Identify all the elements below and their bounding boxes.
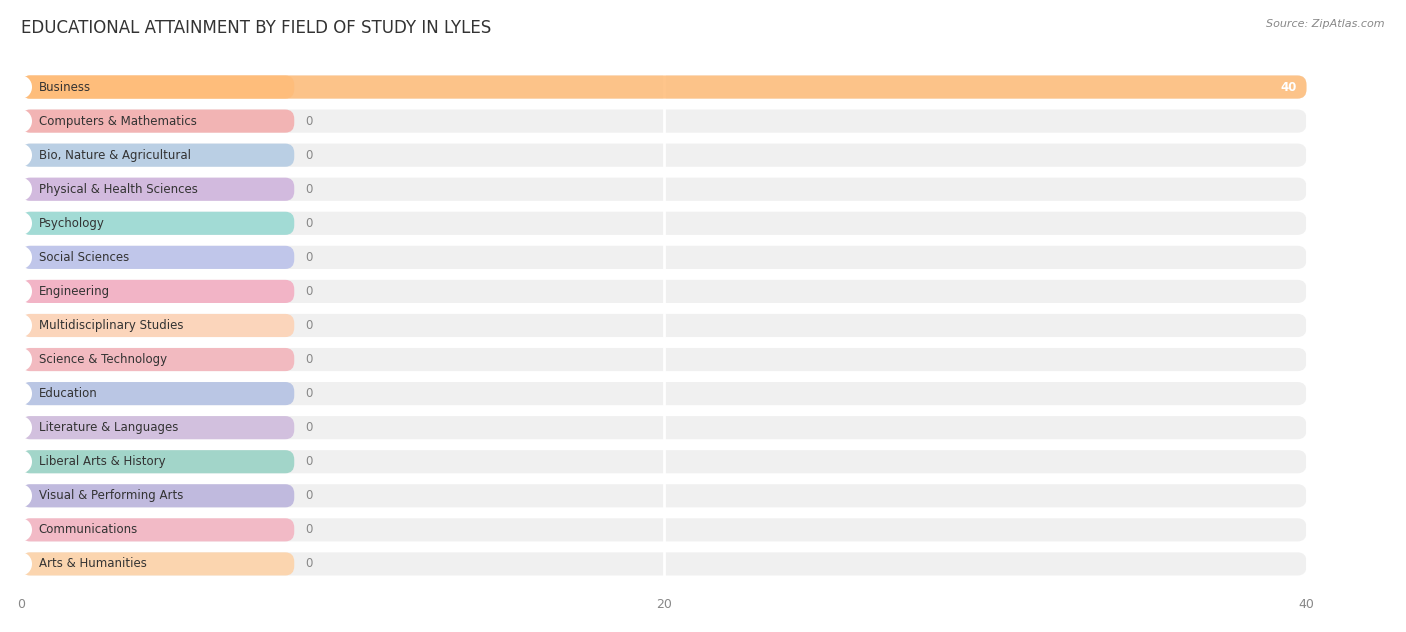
Text: 0: 0 <box>305 489 314 502</box>
FancyBboxPatch shape <box>21 484 294 507</box>
Text: 0: 0 <box>305 251 314 264</box>
FancyBboxPatch shape <box>21 280 294 303</box>
FancyBboxPatch shape <box>21 416 294 439</box>
FancyBboxPatch shape <box>21 314 294 337</box>
FancyBboxPatch shape <box>21 518 294 542</box>
Text: Arts & Humanities: Arts & Humanities <box>39 557 146 571</box>
Circle shape <box>10 178 32 201</box>
FancyBboxPatch shape <box>21 178 294 201</box>
Text: Social Sciences: Social Sciences <box>39 251 129 264</box>
Circle shape <box>10 450 32 473</box>
Text: 0: 0 <box>305 455 314 468</box>
Circle shape <box>10 484 32 507</box>
FancyBboxPatch shape <box>21 75 294 99</box>
FancyBboxPatch shape <box>21 143 294 167</box>
FancyBboxPatch shape <box>21 348 1306 371</box>
FancyBboxPatch shape <box>21 552 1306 576</box>
FancyBboxPatch shape <box>21 280 1306 303</box>
FancyBboxPatch shape <box>21 450 294 473</box>
FancyBboxPatch shape <box>21 484 1306 507</box>
FancyBboxPatch shape <box>21 348 294 371</box>
Text: Physical & Health Sciences: Physical & Health Sciences <box>39 183 198 196</box>
Text: Business: Business <box>39 80 91 94</box>
Text: 0: 0 <box>305 387 314 400</box>
FancyBboxPatch shape <box>21 314 1306 337</box>
Text: Source: ZipAtlas.com: Source: ZipAtlas.com <box>1267 19 1385 29</box>
Text: Multidisciplinary Studies: Multidisciplinary Studies <box>39 319 183 332</box>
Circle shape <box>10 143 32 167</box>
Text: Psychology: Psychology <box>39 217 104 230</box>
Text: Engineering: Engineering <box>39 285 110 298</box>
FancyBboxPatch shape <box>21 416 1306 439</box>
FancyBboxPatch shape <box>21 212 1306 235</box>
Circle shape <box>10 280 32 303</box>
FancyBboxPatch shape <box>21 75 1306 99</box>
Circle shape <box>10 416 32 439</box>
Circle shape <box>10 382 32 405</box>
FancyBboxPatch shape <box>21 450 1306 473</box>
Text: Computers & Mathematics: Computers & Mathematics <box>39 114 197 128</box>
Text: 0: 0 <box>305 183 314 196</box>
Text: Visual & Performing Arts: Visual & Performing Arts <box>39 489 183 502</box>
Text: Science & Technology: Science & Technology <box>39 353 167 366</box>
Text: 0: 0 <box>305 353 314 366</box>
Text: 0: 0 <box>305 319 314 332</box>
FancyBboxPatch shape <box>21 178 1306 201</box>
Text: Education: Education <box>39 387 97 400</box>
Circle shape <box>10 75 32 99</box>
FancyBboxPatch shape <box>21 246 294 269</box>
Text: 0: 0 <box>305 523 314 537</box>
FancyBboxPatch shape <box>21 552 294 576</box>
Text: Bio, Nature & Agricultural: Bio, Nature & Agricultural <box>39 149 191 162</box>
Circle shape <box>10 109 32 133</box>
Text: 0: 0 <box>305 114 314 128</box>
Circle shape <box>10 314 32 337</box>
Text: 0: 0 <box>305 557 314 571</box>
Text: 0: 0 <box>305 149 314 162</box>
Text: 40: 40 <box>1281 80 1296 94</box>
FancyBboxPatch shape <box>21 246 1306 269</box>
Circle shape <box>10 348 32 371</box>
Circle shape <box>10 552 32 576</box>
Circle shape <box>10 212 32 235</box>
Text: 0: 0 <box>305 421 314 434</box>
FancyBboxPatch shape <box>21 109 294 133</box>
Text: 0: 0 <box>305 285 314 298</box>
Text: Liberal Arts & History: Liberal Arts & History <box>39 455 166 468</box>
FancyBboxPatch shape <box>21 75 1306 99</box>
Circle shape <box>10 246 32 269</box>
FancyBboxPatch shape <box>21 382 294 405</box>
FancyBboxPatch shape <box>21 212 294 235</box>
FancyBboxPatch shape <box>21 518 1306 542</box>
FancyBboxPatch shape <box>21 382 1306 405</box>
Text: EDUCATIONAL ATTAINMENT BY FIELD OF STUDY IN LYLES: EDUCATIONAL ATTAINMENT BY FIELD OF STUDY… <box>21 19 491 37</box>
FancyBboxPatch shape <box>21 143 1306 167</box>
FancyBboxPatch shape <box>21 109 1306 133</box>
Text: 0: 0 <box>305 217 314 230</box>
Text: Communications: Communications <box>39 523 138 537</box>
Circle shape <box>10 518 32 542</box>
Text: Literature & Languages: Literature & Languages <box>39 421 179 434</box>
